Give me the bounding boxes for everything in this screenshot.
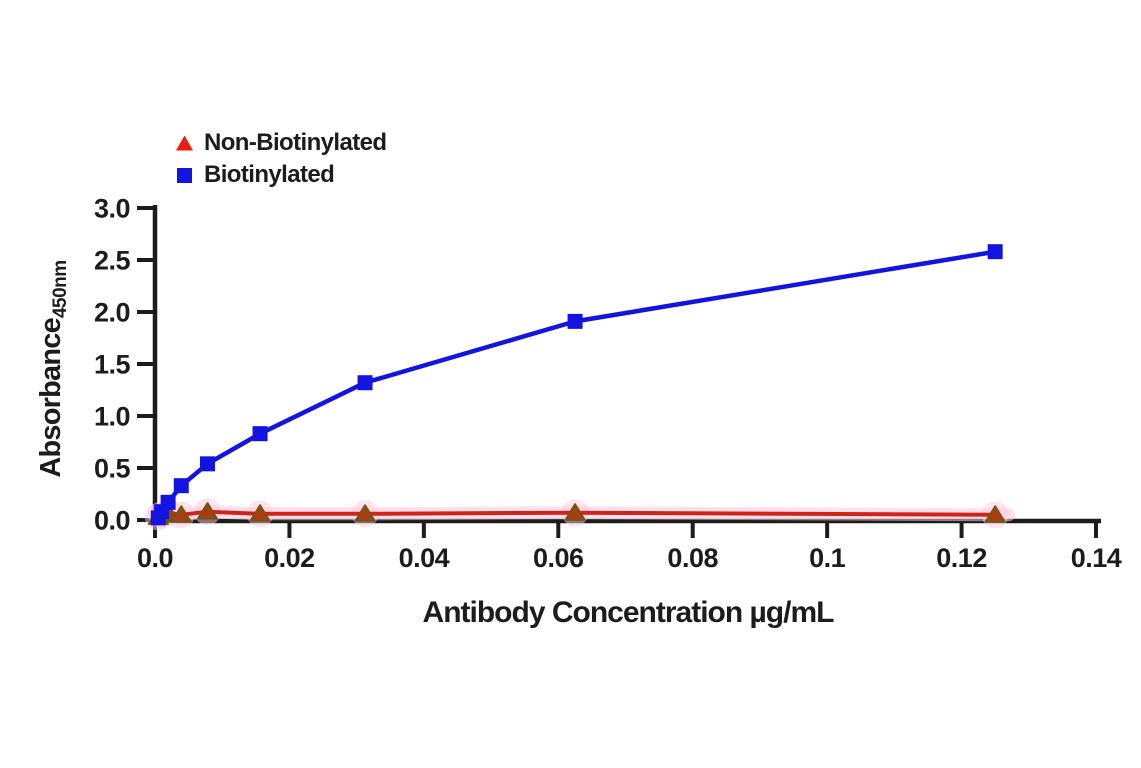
x-tick-label: 0.08 [667, 543, 718, 573]
biotinylated-point [199, 456, 215, 472]
x-tick-label: 0.04 [399, 543, 450, 573]
x-axis-title: Antibody Concentration µg/mL [422, 596, 835, 629]
non-biotinylated-point [170, 505, 192, 523]
y-tick-label: 0.0 [94, 506, 130, 536]
y-tick-label: 3.0 [94, 194, 130, 224]
y-axis-title-text: Absorbance [35, 318, 67, 478]
legend-label-non-biotinylated: Non-Biotinylated [204, 129, 387, 156]
non-biotinylated-point [196, 502, 218, 520]
non-biotinylated-point [564, 503, 586, 521]
biotinylated-point [987, 244, 1003, 260]
x-tick-label: 0.0 [137, 543, 173, 573]
biotinylated-point [252, 426, 268, 442]
y-tick-label: 2.5 [94, 246, 131, 276]
y-tick-label: 1.5 [94, 350, 131, 380]
non-biotinylated-point [984, 505, 1006, 523]
y-tick-label: 0.5 [94, 454, 131, 484]
legend: Non-Biotinylated Biotinylated [176, 129, 387, 188]
y-tick-label: 2.0 [94, 298, 130, 328]
x-tick-label: 0.12 [936, 543, 987, 573]
non-biotinylated-point [354, 504, 376, 522]
y-axis-title-subscript: 450nm [50, 260, 71, 319]
x-tick-label: 0.02 [264, 543, 315, 573]
x-tick-label: 0.06 [533, 543, 584, 573]
legend-item-non-biotinylated: Non-Biotinylated [176, 129, 387, 156]
triangle-marker-icon [176, 135, 193, 151]
square-marker-icon [177, 167, 192, 183]
biotinylated-point [173, 478, 189, 494]
biotinylated-point [357, 375, 373, 391]
legend-item-biotinylated: Biotinylated [176, 161, 386, 188]
biotinylated-point [160, 494, 176, 510]
biotinylated-line [156, 249, 996, 519]
non-biotinylated-point [249, 504, 271, 522]
y-tick-label: 1.0 [94, 402, 130, 432]
y-axis-title: Absorbance450nm [35, 219, 71, 519]
biotinylated-point [567, 313, 583, 329]
x-tick-label: 0.14 [1071, 543, 1122, 573]
x-tick-label: 0.1 [809, 543, 846, 573]
legend-label-biotinylated: Biotinylated [204, 161, 335, 188]
